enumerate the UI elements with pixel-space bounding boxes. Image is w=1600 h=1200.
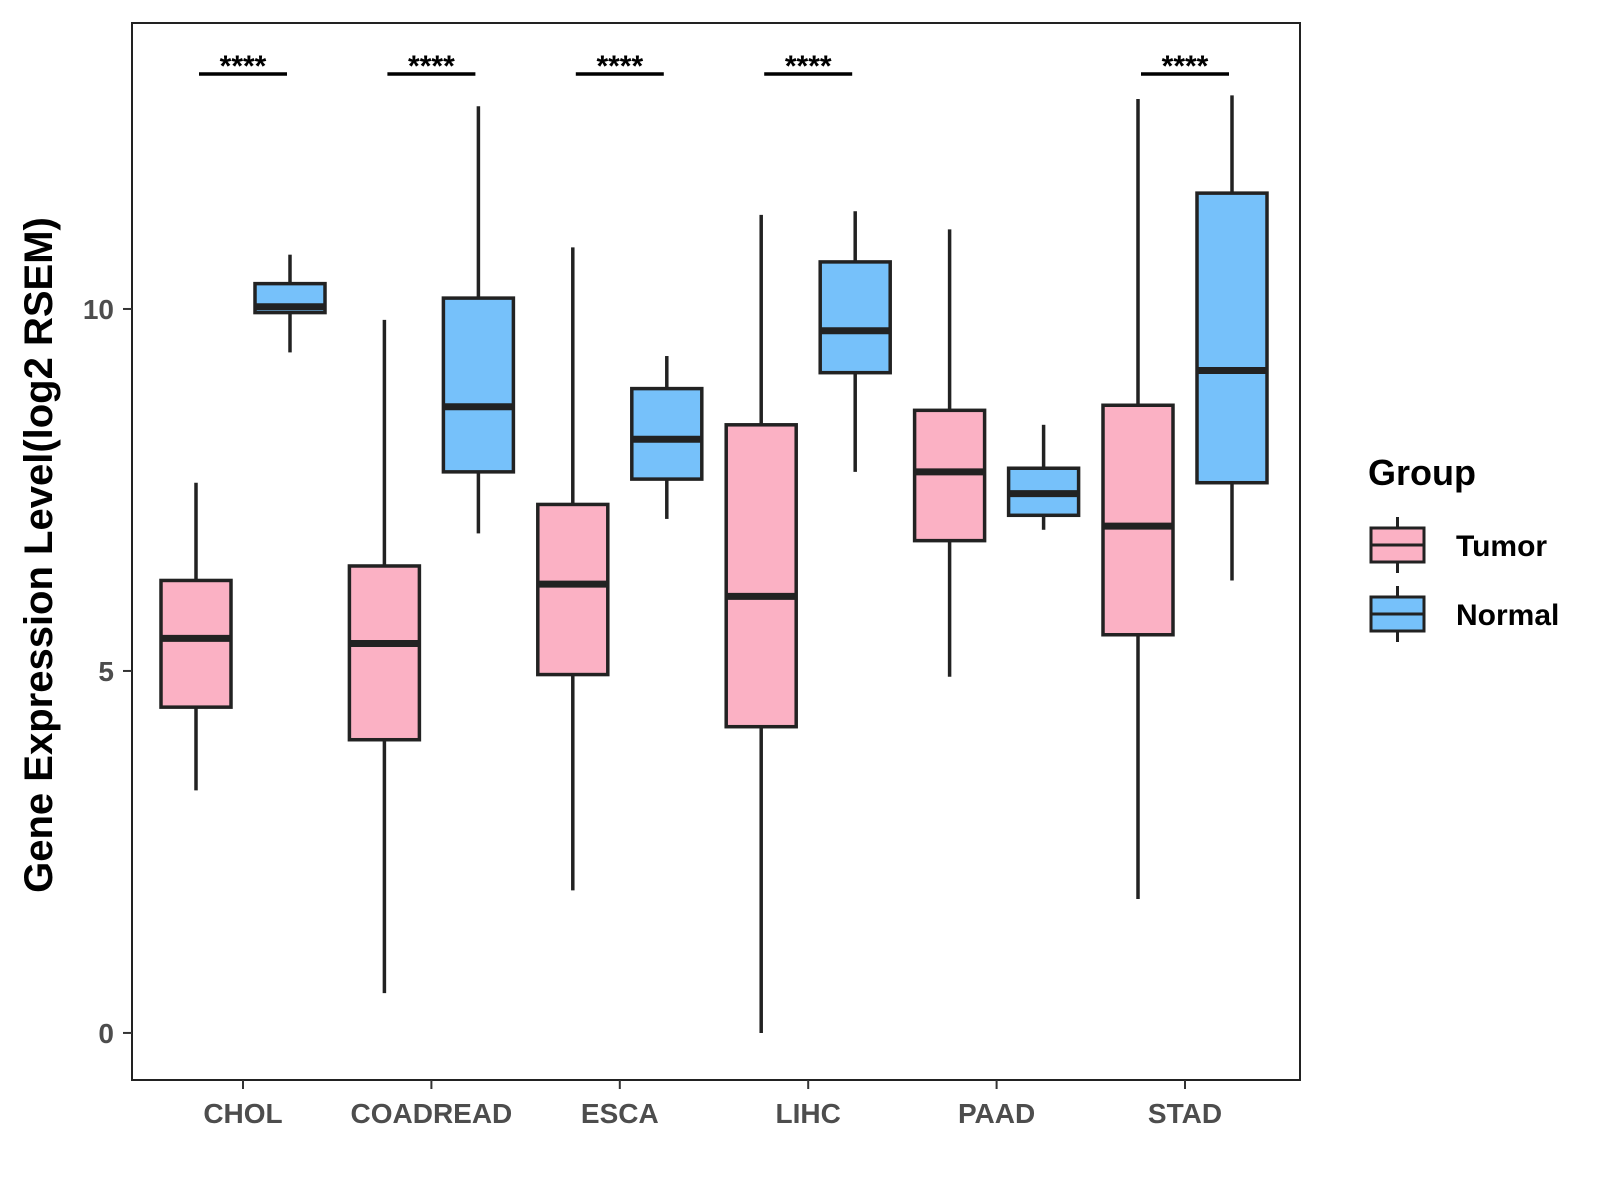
x-tick-label-coadread: COADREAD [351, 1098, 513, 1129]
significance-label: **** [1162, 50, 1209, 83]
y-tick-label: 10 [83, 294, 114, 325]
x-tick-label-stad: STAD [1148, 1098, 1222, 1129]
box-body [1195, 191, 1269, 485]
box-body [347, 564, 422, 742]
box-tumor-paad [912, 229, 987, 677]
box-normal-stad [1195, 95, 1269, 581]
legend-title: Group [1368, 452, 1476, 493]
y-axis-title: Gene Expression Level(log2 RSEM) [17, 217, 61, 893]
box-normal-lihc [818, 211, 892, 472]
significance-esca: **** [575, 50, 664, 83]
box-body [441, 296, 516, 474]
significance-lihc: **** [764, 50, 853, 83]
significance-stad: **** [1141, 50, 1229, 83]
legend-label: Normal [1456, 599, 1559, 632]
y-axis: 0 5 10 [83, 294, 132, 1049]
y-tick-label: 0 [98, 1018, 114, 1049]
box-body [818, 260, 892, 375]
significance-label: **** [408, 50, 455, 83]
box-body [912, 408, 987, 543]
box-normal-paad [1006, 424, 1081, 530]
significance-label: **** [596, 50, 643, 83]
legend-label: Tumor [1456, 530, 1547, 563]
x-axis: CHOL COADREAD ESCA LIHC PAAD STAD [203, 1080, 1222, 1129]
x-tick-label-lihc: LIHC [776, 1098, 841, 1129]
box-tumor-chol [159, 482, 233, 791]
x-tick-label-paad: PAAD [958, 1098, 1035, 1129]
box-tumor-stad [1101, 99, 1175, 900]
significance-label: **** [220, 50, 267, 83]
box-body [159, 578, 233, 709]
box-body [1101, 403, 1175, 637]
box-normal-chol [253, 254, 327, 353]
significance-label: **** [785, 50, 832, 83]
legend-item-normal: Normal [1369, 586, 1559, 642]
legend-item-tumor: Tumor [1369, 517, 1547, 573]
significance-chol: **** [199, 50, 287, 83]
box-normal-coadread [441, 106, 516, 534]
box-normal-esca [630, 356, 704, 519]
box-body [536, 502, 610, 677]
box-body [630, 386, 704, 481]
x-tick-label-chol: CHOL [203, 1098, 282, 1129]
y-tick-label: 5 [98, 656, 114, 687]
box-tumor-coadread [347, 319, 422, 994]
x-tick-label-esca: ESCA [581, 1098, 659, 1129]
box-body [724, 423, 798, 729]
box-tumor-lihc [724, 214, 798, 1033]
plot-area: **** **** **** **** **** [159, 50, 1269, 1033]
box-tumor-esca [536, 247, 610, 891]
legend: Group Tumor Normal [1368, 452, 1559, 642]
significance-coadread: **** [387, 50, 476, 83]
plot-panel-border [131, 22, 1301, 1081]
